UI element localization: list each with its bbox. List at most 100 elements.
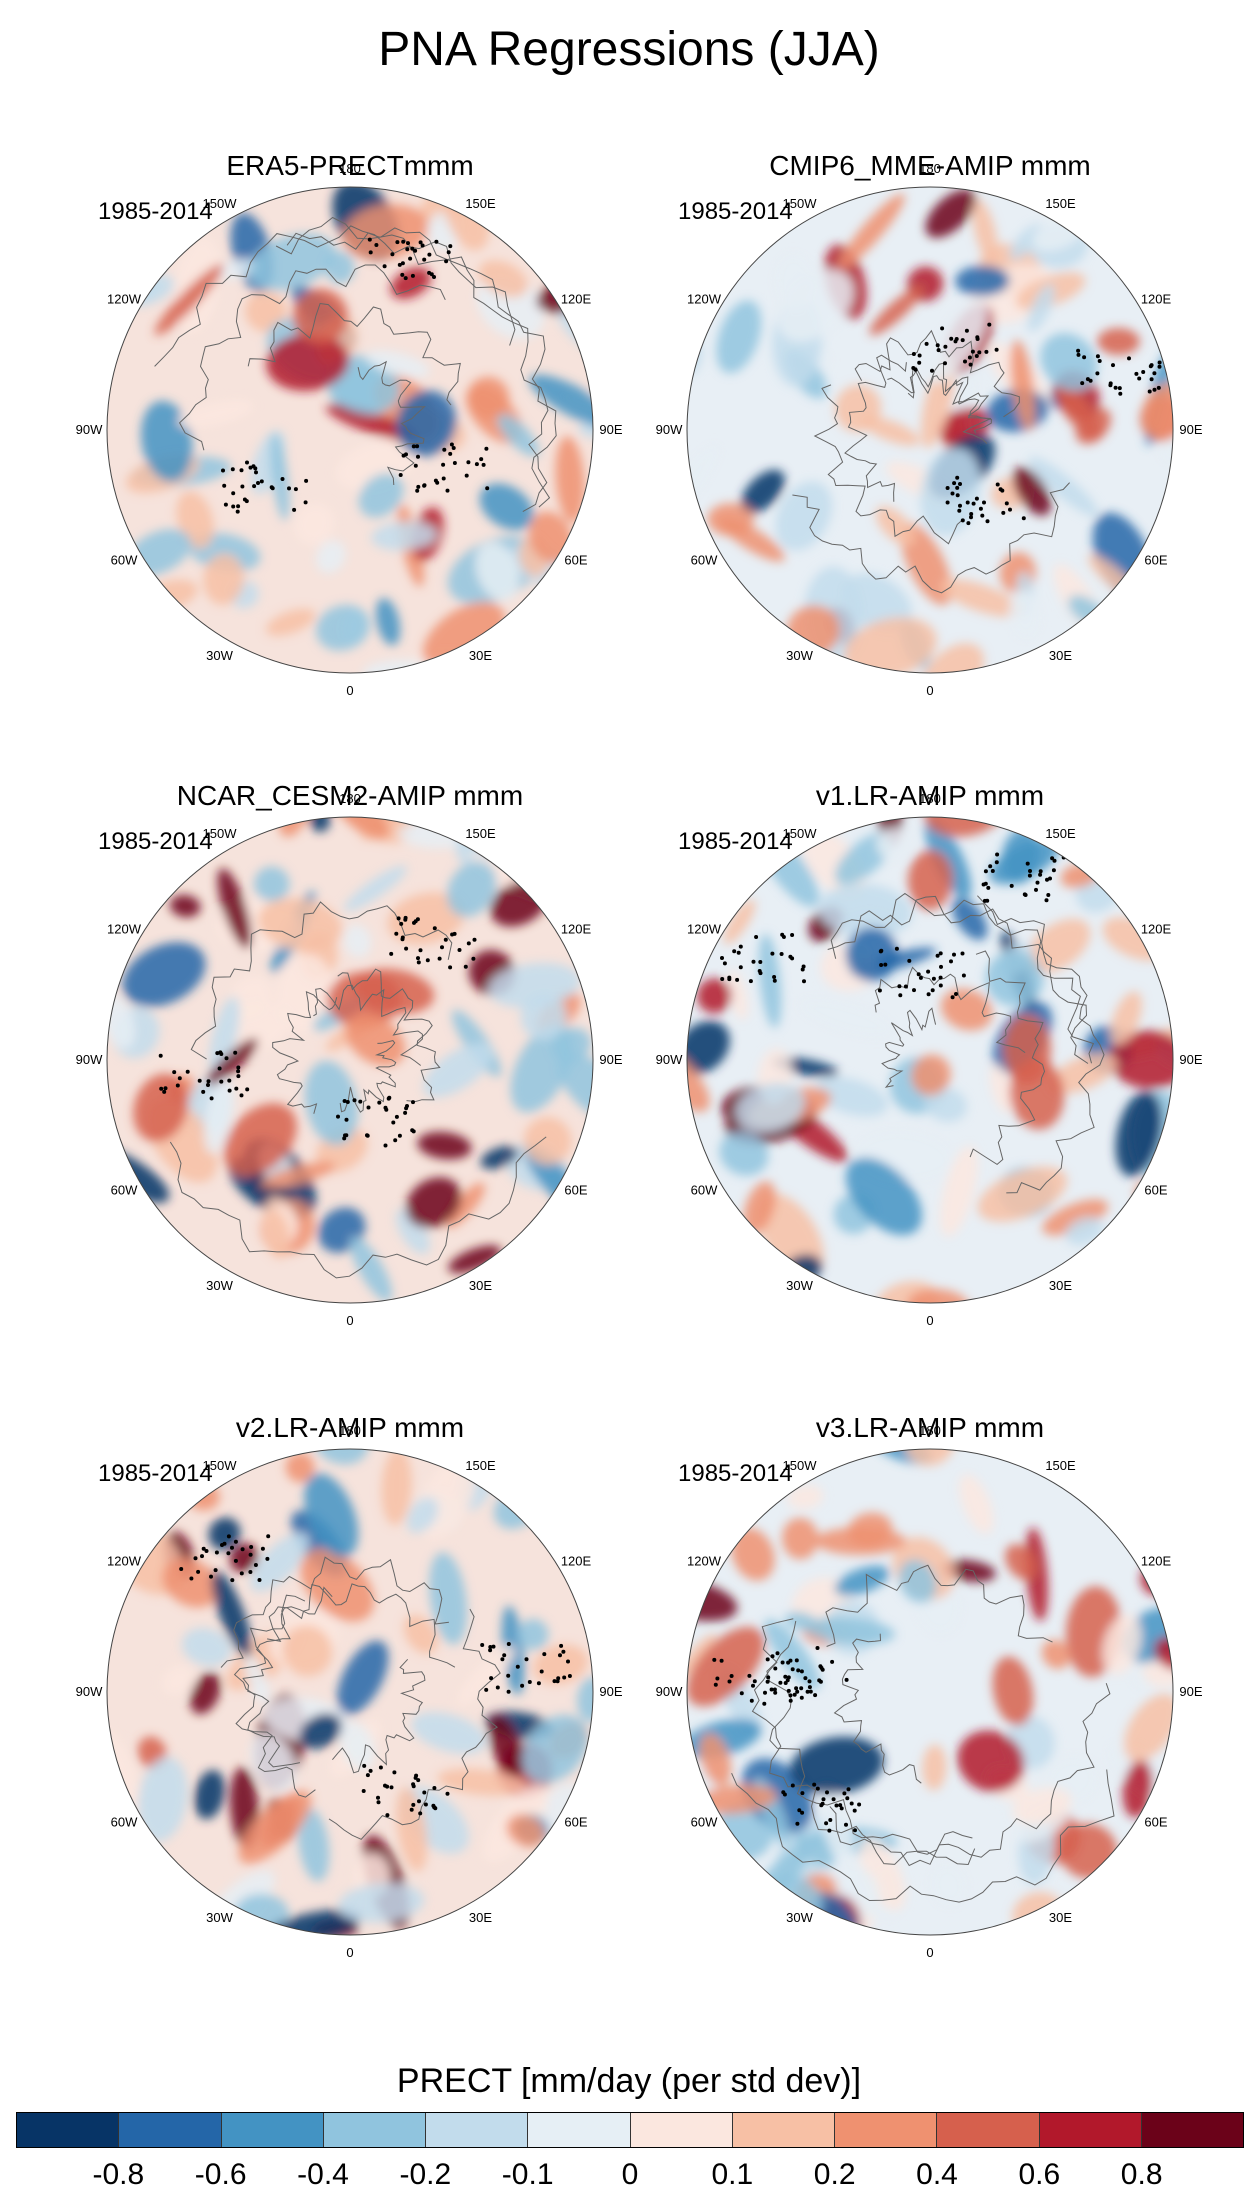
stipple-dot xyxy=(236,1069,241,1074)
longitude-label: 120W xyxy=(107,1554,142,1569)
colorbar xyxy=(16,2112,1244,2148)
stipple-dot xyxy=(221,468,225,473)
stipple-dot xyxy=(917,360,922,365)
stipple-dot xyxy=(196,1569,201,1574)
stipple-dot xyxy=(427,252,432,257)
stipple-dot xyxy=(845,1796,850,1801)
coastline xyxy=(969,950,1046,1166)
stipple-dot xyxy=(712,1657,717,1662)
stipple-dot xyxy=(986,885,991,890)
stipple-dot xyxy=(366,1105,371,1110)
stipple-dot xyxy=(799,1695,804,1700)
stipple-dot xyxy=(982,898,987,903)
anomaly-blob xyxy=(264,1909,361,1935)
anomaly-blob xyxy=(875,506,916,546)
stipple-dot xyxy=(772,975,777,979)
longitude-label: 30E xyxy=(1049,1910,1072,1925)
colorbar-swatch xyxy=(630,2113,733,2147)
stipple-dot xyxy=(930,988,935,993)
stipple-dot xyxy=(736,950,741,955)
stipple-dot xyxy=(838,1803,843,1808)
coastline xyxy=(313,984,423,1066)
anomaly-blob xyxy=(687,1626,765,1707)
colorbar-tick-label: -0.4 xyxy=(297,2158,349,2191)
stipple-dot xyxy=(415,444,420,449)
stipple-dot xyxy=(729,1674,734,1678)
anomaly-blob xyxy=(845,927,899,982)
stipple-dot xyxy=(897,984,902,989)
anomaly-blob xyxy=(1122,1760,1154,1818)
anomaly-blob xyxy=(907,1288,971,1303)
anomaly-blob xyxy=(208,1517,241,1551)
stipple-dot xyxy=(722,961,727,966)
anomaly-blob xyxy=(169,894,201,918)
stipple-dot xyxy=(189,1576,194,1581)
stipple-dot xyxy=(233,1050,238,1055)
stipple-dot xyxy=(457,948,462,952)
longitude-label: 120E xyxy=(1141,1554,1172,1569)
stipple-dot xyxy=(830,1659,835,1664)
panel-title: NCAR_CESM2-AMIP mmm xyxy=(176,780,524,811)
anomaly-blob xyxy=(300,1548,375,1622)
stipple-dot xyxy=(376,1795,380,1800)
stipple-dot xyxy=(280,477,285,481)
stipple-dot xyxy=(911,366,916,370)
stipple-dot xyxy=(403,276,408,281)
anomaly-blob xyxy=(1010,339,1036,431)
colorbar-swatch xyxy=(835,2113,938,2147)
stipple-dot xyxy=(411,1802,416,1807)
stipple-dot xyxy=(790,1783,795,1788)
stipple-dot xyxy=(790,1667,795,1672)
longitude-label: 120W xyxy=(107,922,142,937)
longitude-label: 150W xyxy=(203,826,238,841)
stipple-dot xyxy=(1035,880,1040,885)
colorbar-swatch xyxy=(528,2113,631,2147)
longitude-label: 30W xyxy=(206,1910,233,1925)
stipple-dot xyxy=(219,1052,224,1056)
stipple-dot xyxy=(844,1822,848,1827)
anomaly-blob xyxy=(957,1730,1025,1792)
stipple-dot xyxy=(945,486,950,490)
stipple-dot xyxy=(795,1821,800,1826)
stipple-dot xyxy=(556,1676,561,1681)
stipple-dot xyxy=(425,958,430,963)
stipple-dot xyxy=(770,1654,775,1659)
stipple-dot xyxy=(984,349,989,354)
longitude-label: 60W xyxy=(691,1815,718,1830)
longitude-label: 0 xyxy=(926,683,933,698)
stipple-dot xyxy=(780,1660,785,1665)
stipple-dot xyxy=(365,1133,370,1138)
stipple-dot xyxy=(377,1100,382,1105)
stipple-dot xyxy=(450,932,455,937)
map-outline xyxy=(106,186,594,674)
stipple-dot xyxy=(720,956,724,960)
anomaly-blob xyxy=(843,617,937,673)
stipple-dot xyxy=(758,960,763,964)
stipple-dot xyxy=(265,1556,270,1561)
anomaly-blob xyxy=(213,259,260,280)
stipple-dot xyxy=(815,1786,820,1791)
stipple-dot xyxy=(414,1773,419,1778)
stipple-dot xyxy=(970,349,975,354)
stipple-dot xyxy=(1095,354,1100,359)
stipple-dot xyxy=(765,1679,770,1684)
longitude-label: 150W xyxy=(203,196,238,211)
polar-map: 180 150E 120E 90E 60E 30E 0 30W 60W 90W 120W 150W xyxy=(76,791,623,1328)
longitude-label: 90E xyxy=(1179,422,1202,437)
stipple-dot xyxy=(224,1056,229,1061)
stipple-dot xyxy=(990,869,995,873)
colorbar-swatch xyxy=(937,2113,1040,2147)
anomaly-blob xyxy=(972,199,999,265)
stipple-dot xyxy=(239,1093,244,1098)
stipple-dot xyxy=(938,983,943,988)
anomaly-blob xyxy=(1040,333,1098,392)
stipple-dot xyxy=(775,1651,780,1656)
anomaly-blob xyxy=(137,1756,188,1842)
stipple-dot xyxy=(175,1083,180,1088)
anomaly-field xyxy=(107,1449,593,1935)
anomaly-blob xyxy=(488,1714,525,1778)
colorbar-swatch xyxy=(17,2113,120,2147)
stipple-dot xyxy=(445,488,450,493)
longitude-label: 60E xyxy=(564,553,587,568)
colorbar-swatch xyxy=(323,2113,426,2147)
